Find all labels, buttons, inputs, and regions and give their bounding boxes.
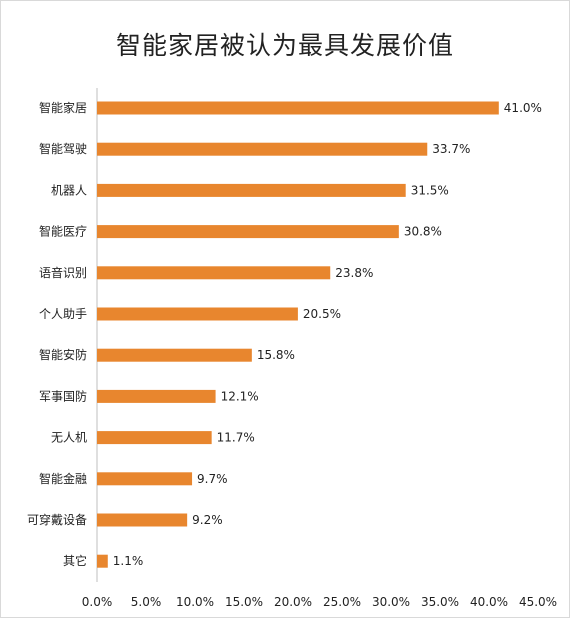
bar-4 xyxy=(97,266,331,280)
x-tick-label: 25.0% xyxy=(323,595,361,609)
value-label: 15.8% xyxy=(257,348,295,362)
category-label: 个人助手 xyxy=(39,307,87,321)
bar-6 xyxy=(97,348,252,362)
category-label: 可穿戴设备 xyxy=(27,512,87,527)
x-tick-label: 45.0% xyxy=(519,595,557,609)
value-label: 41.0% xyxy=(504,101,542,115)
category-label: 军事国防 xyxy=(39,388,87,403)
category-label: 智能家居 xyxy=(39,100,87,115)
x-tick-label: 0.0% xyxy=(82,595,113,609)
category-label: 智能医疗 xyxy=(39,224,87,239)
value-label: 23.8% xyxy=(335,266,373,280)
category-label: 语音识别 xyxy=(39,265,87,280)
x-tick-label: 30.0% xyxy=(372,595,410,609)
category-label: 智能金融 xyxy=(39,471,87,486)
value-label: 31.5% xyxy=(411,183,449,197)
bar-5 xyxy=(97,307,298,321)
x-tick-label: 40.0% xyxy=(470,595,508,609)
x-tick-label: 5.0% xyxy=(131,595,162,609)
value-label: 33.7% xyxy=(432,142,470,156)
value-label: 12.1% xyxy=(221,389,259,403)
category-label: 智能驾驶 xyxy=(39,141,87,156)
bar-1 xyxy=(97,142,428,156)
value-label: 9.7% xyxy=(197,472,228,486)
bar-7 xyxy=(97,389,216,403)
bar-9 xyxy=(97,472,193,486)
value-label: 30.8% xyxy=(404,225,442,239)
chart-title: 智能家居被认为最具发展价值 xyxy=(115,31,454,60)
value-label: 1.1% xyxy=(113,554,144,568)
x-tick-label: 35.0% xyxy=(421,595,459,609)
value-label: 9.2% xyxy=(192,513,223,527)
x-tick-label: 10.0% xyxy=(176,595,214,609)
bar-2 xyxy=(97,183,406,197)
x-tick-label: 20.0% xyxy=(274,595,312,609)
x-tick-label: 15.0% xyxy=(225,595,263,609)
bar-3 xyxy=(97,225,399,239)
bar-8 xyxy=(97,431,212,445)
category-label: 机器人 xyxy=(51,183,87,197)
category-label: 无人机 xyxy=(51,431,87,445)
bar-11 xyxy=(97,554,108,568)
value-label: 20.5% xyxy=(303,307,341,321)
value-label: 11.7% xyxy=(217,431,255,445)
category-label: 智能安防 xyxy=(39,347,87,362)
bar-0 xyxy=(97,101,499,115)
category-label: 其它 xyxy=(63,553,87,568)
bar-10 xyxy=(97,513,188,527)
